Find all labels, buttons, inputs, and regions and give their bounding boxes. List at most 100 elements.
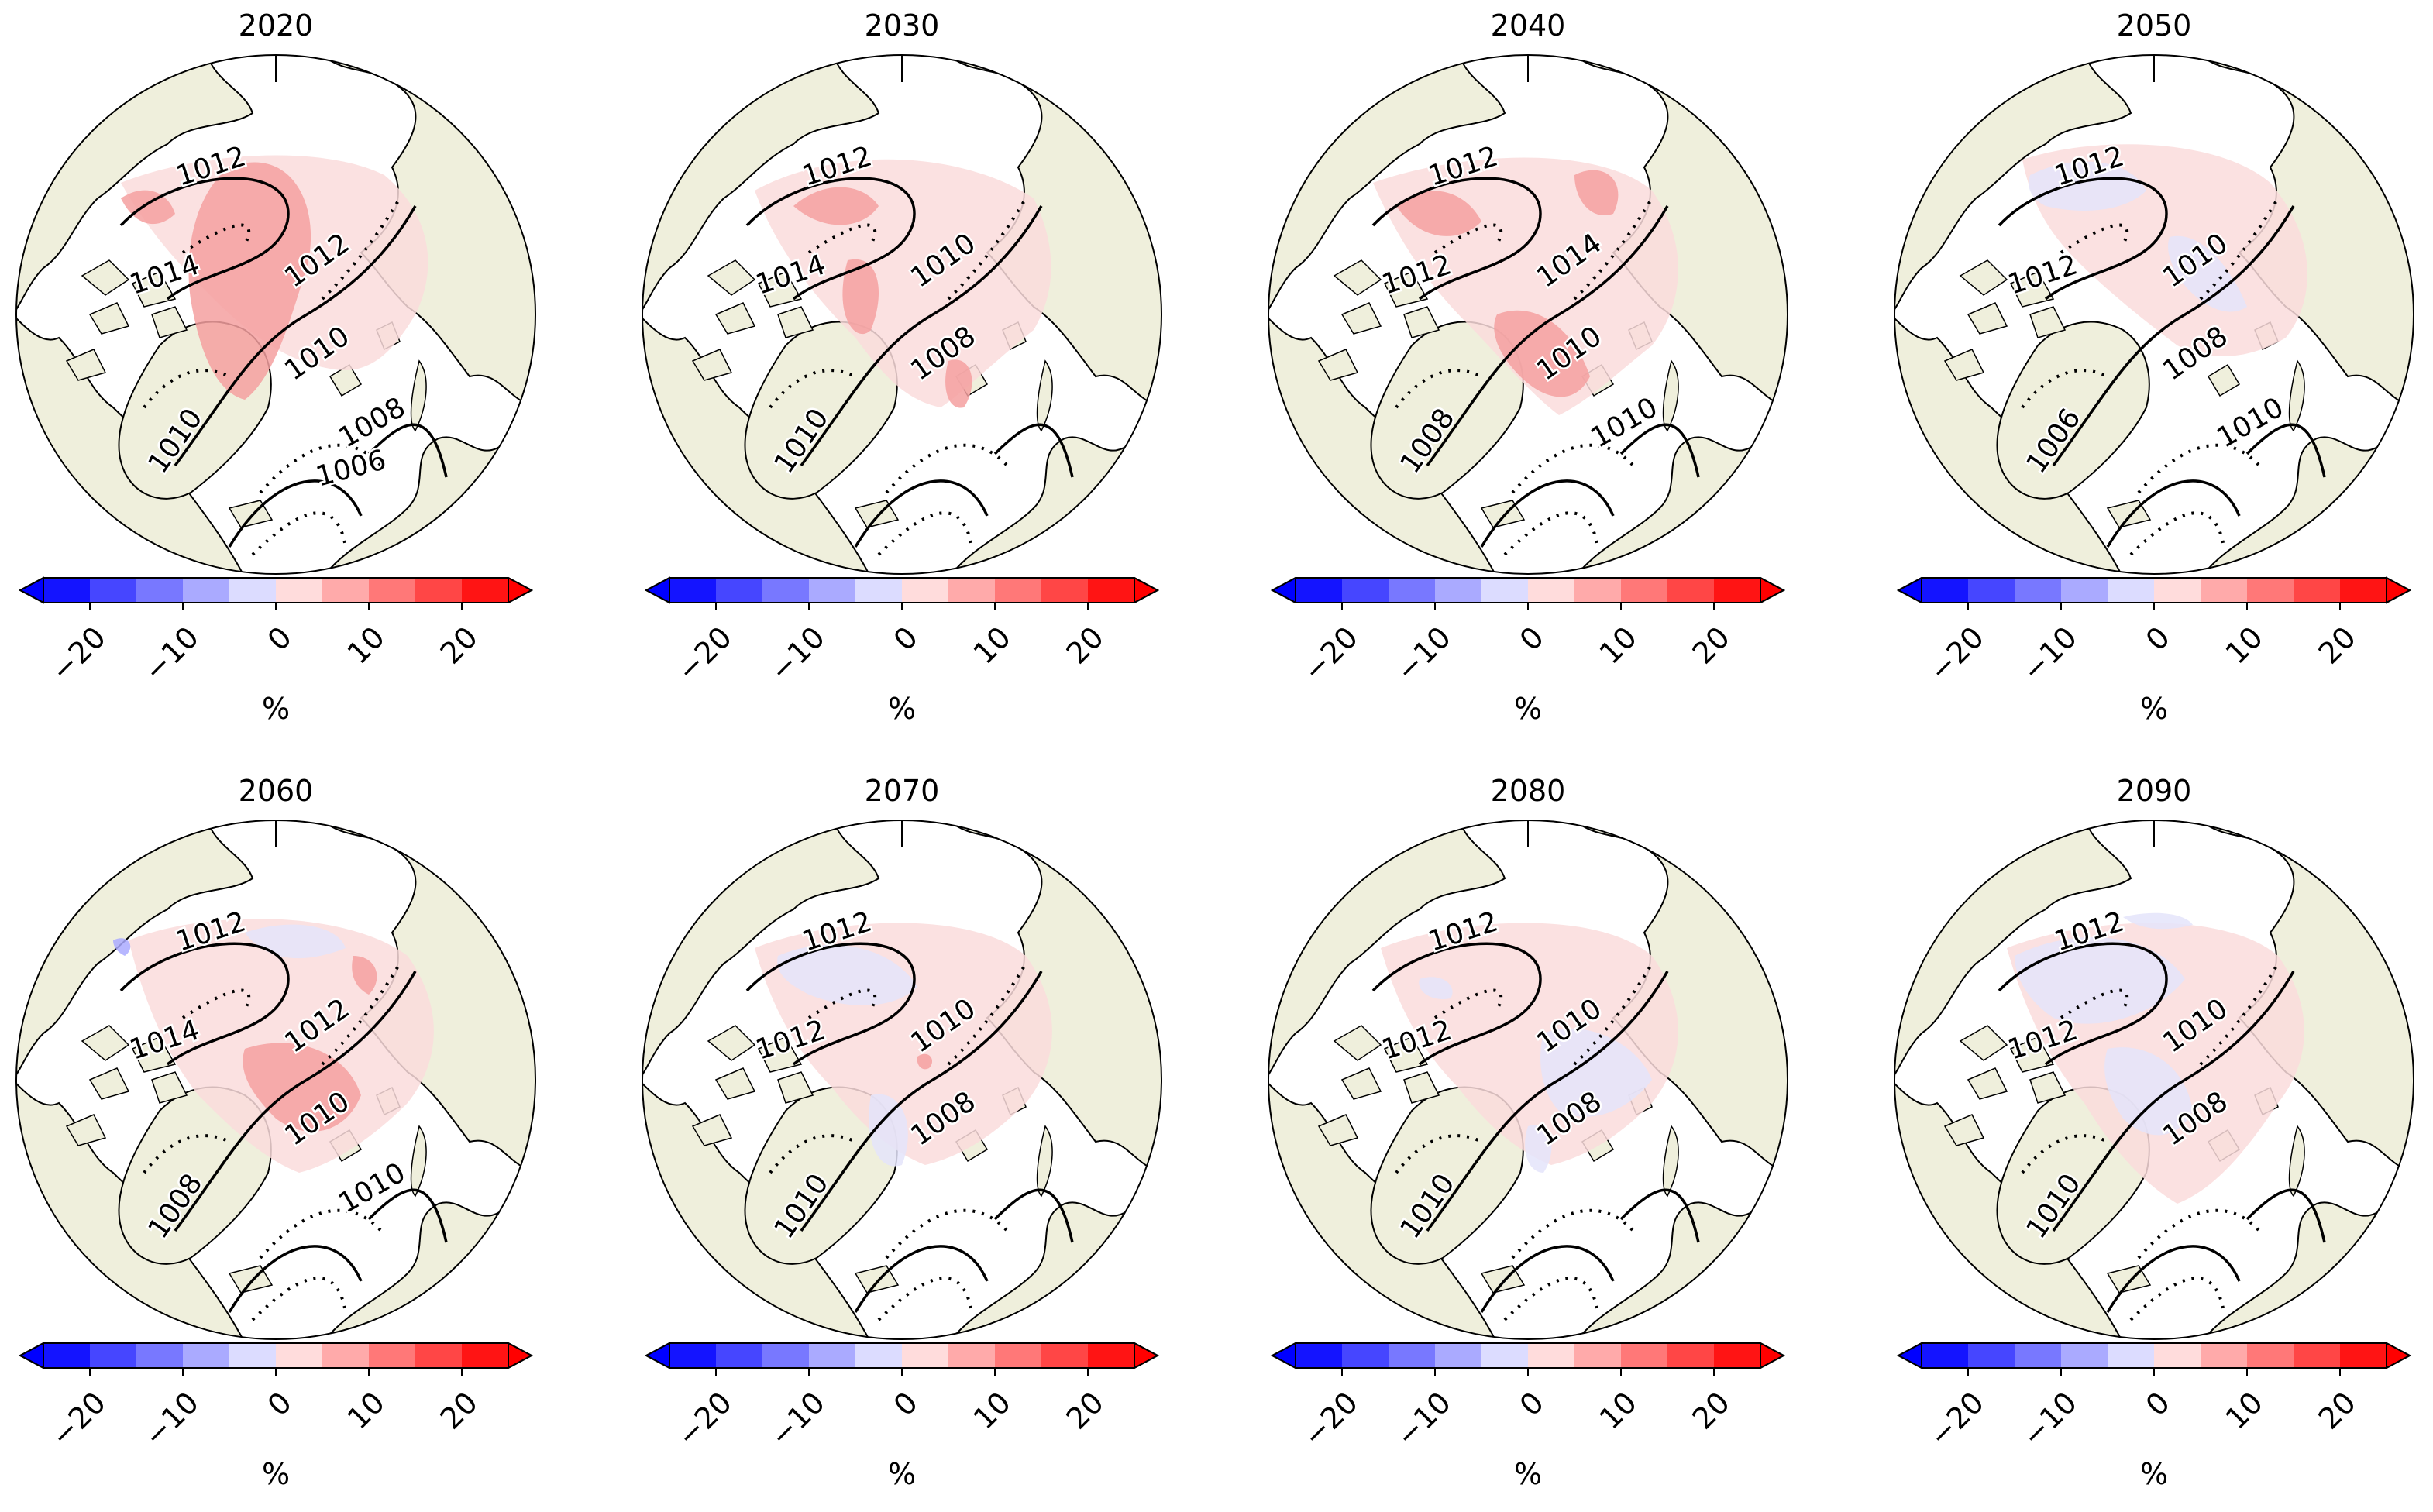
colorbar-segment bbox=[2108, 578, 2155, 603]
colorbar-extend-max bbox=[2386, 576, 2412, 604]
colorbar-segment bbox=[2108, 1343, 2155, 1368]
colorbar-extend-min bbox=[18, 1342, 44, 1369]
colorbar-segment bbox=[90, 1343, 137, 1368]
colorbar-segment bbox=[462, 1343, 509, 1368]
colorbar-segment bbox=[1714, 578, 1761, 603]
colorbar-segment bbox=[2061, 578, 2108, 603]
panel-title: 2040 bbox=[1491, 9, 1566, 43]
colorbar-segment bbox=[1922, 1343, 1969, 1368]
colorbar-segment bbox=[2061, 1343, 2108, 1368]
colorbar-tick-label: 0 bbox=[887, 1385, 924, 1422]
colorbar-tick-label: −20 bbox=[1922, 1385, 1991, 1453]
colorbar-segment bbox=[2015, 578, 2062, 603]
colorbar-segment bbox=[809, 578, 856, 603]
colorbar-tick-label: 0 bbox=[261, 1385, 298, 1422]
colorbar-tick-label: 20 bbox=[1060, 1385, 1110, 1435]
colorbar-segment bbox=[43, 1343, 91, 1368]
colorbar: −20 −10 0 10 20% bbox=[18, 576, 534, 726]
colorbar-segment bbox=[1621, 578, 1668, 603]
colorbar-tick-label: −20 bbox=[1296, 620, 1364, 688]
colorbar: −20 −10 0 10 20% bbox=[1270, 1342, 1786, 1491]
colorbar-segment bbox=[1574, 1343, 1622, 1368]
colorbar-tick-label: −20 bbox=[1922, 620, 1991, 688]
colorbar-tick-label: 10 bbox=[967, 620, 1017, 670]
colorbar-segment bbox=[902, 1343, 949, 1368]
colorbar-segment bbox=[2154, 578, 2201, 603]
colorbar-unit-label: % bbox=[262, 1457, 290, 1491]
colorbar-segment bbox=[1041, 1343, 1089, 1368]
colorbar-tick-label: 20 bbox=[2312, 1385, 2362, 1435]
colorbar-segment bbox=[1296, 578, 1343, 603]
colorbar-tick-label: 0 bbox=[261, 620, 298, 657]
colorbar-segment bbox=[43, 578, 91, 603]
colorbar-segment bbox=[762, 578, 810, 603]
colorbar-tick-label: 0 bbox=[1513, 1385, 1550, 1422]
colorbar-tick-label: 20 bbox=[1060, 620, 1110, 670]
colorbar-unit-label: % bbox=[1514, 692, 1542, 726]
colorbar-segment bbox=[90, 578, 137, 603]
colorbar-extend-min bbox=[644, 1342, 670, 1369]
colorbar-segment bbox=[322, 578, 370, 603]
colorbar-tick-label: −20 bbox=[670, 1385, 738, 1453]
colorbar-tick-label: −10 bbox=[763, 1385, 831, 1453]
colorbar-segment bbox=[369, 1343, 416, 1368]
panel-title: 2070 bbox=[865, 774, 940, 808]
colorbar-segment bbox=[1667, 1343, 1715, 1368]
colorbar-segment bbox=[369, 578, 416, 603]
colorbar-extend-min bbox=[1270, 1342, 1296, 1369]
colorbar: −20 −10 0 10 20% bbox=[1896, 576, 2412, 726]
colorbar-unit-label: % bbox=[888, 692, 916, 726]
map-boundary bbox=[1894, 820, 2414, 1340]
colorbar-extend-max bbox=[508, 576, 534, 604]
colorbar-extend-min bbox=[18, 576, 44, 604]
colorbar-segment bbox=[855, 578, 903, 603]
colorbar-segment bbox=[2201, 1343, 2248, 1368]
colorbar-segment bbox=[2340, 1343, 2387, 1368]
colorbar: −20 −10 0 10 20% bbox=[1270, 576, 1786, 726]
colorbar-extend-max bbox=[1760, 576, 1786, 604]
colorbar-tick-label: 0 bbox=[887, 620, 924, 657]
colorbar-segment bbox=[1574, 578, 1622, 603]
colorbar-segment bbox=[2015, 1343, 2062, 1368]
colorbar-extend-min bbox=[1896, 1342, 1922, 1369]
colorbar-segment bbox=[1342, 1343, 1389, 1368]
colorbar-segment bbox=[2247, 1343, 2294, 1368]
colorbar-segment bbox=[2154, 1343, 2201, 1368]
colorbar-unit-label: % bbox=[2140, 692, 2168, 726]
colorbar-tick-label: 10 bbox=[341, 1385, 391, 1435]
colorbar-segment bbox=[1342, 578, 1389, 603]
colorbar-tick-label: 10 bbox=[1593, 1385, 1643, 1435]
colorbar-extend-max bbox=[1134, 1342, 1160, 1369]
colorbar-unit-label: % bbox=[1514, 1457, 1542, 1491]
panel-title: 2080 bbox=[1491, 774, 1566, 808]
colorbar-tick-label: 10 bbox=[341, 620, 391, 670]
colorbar-segment bbox=[1621, 1343, 1668, 1368]
colorbar-segment bbox=[809, 1343, 856, 1368]
colorbar-tick-label: −10 bbox=[1389, 1385, 1457, 1453]
colorbar-tick-label: 10 bbox=[2219, 620, 2270, 670]
colorbar-segment bbox=[1435, 578, 1482, 603]
colorbar: −20 −10 0 10 20% bbox=[644, 576, 1160, 726]
colorbar-segment bbox=[855, 1343, 903, 1368]
colorbar-segment bbox=[2247, 578, 2294, 603]
colorbar-tick-label: −10 bbox=[137, 620, 205, 688]
colorbar-segment bbox=[1088, 1343, 1135, 1368]
colorbar-extend-min bbox=[1270, 576, 1296, 604]
colorbar-segment bbox=[1435, 1343, 1482, 1368]
colorbar-segment bbox=[229, 1343, 277, 1368]
colorbar-tick-label: −10 bbox=[2015, 620, 2084, 688]
colorbar-segment bbox=[669, 1343, 717, 1368]
colorbar-segment bbox=[716, 1343, 763, 1368]
